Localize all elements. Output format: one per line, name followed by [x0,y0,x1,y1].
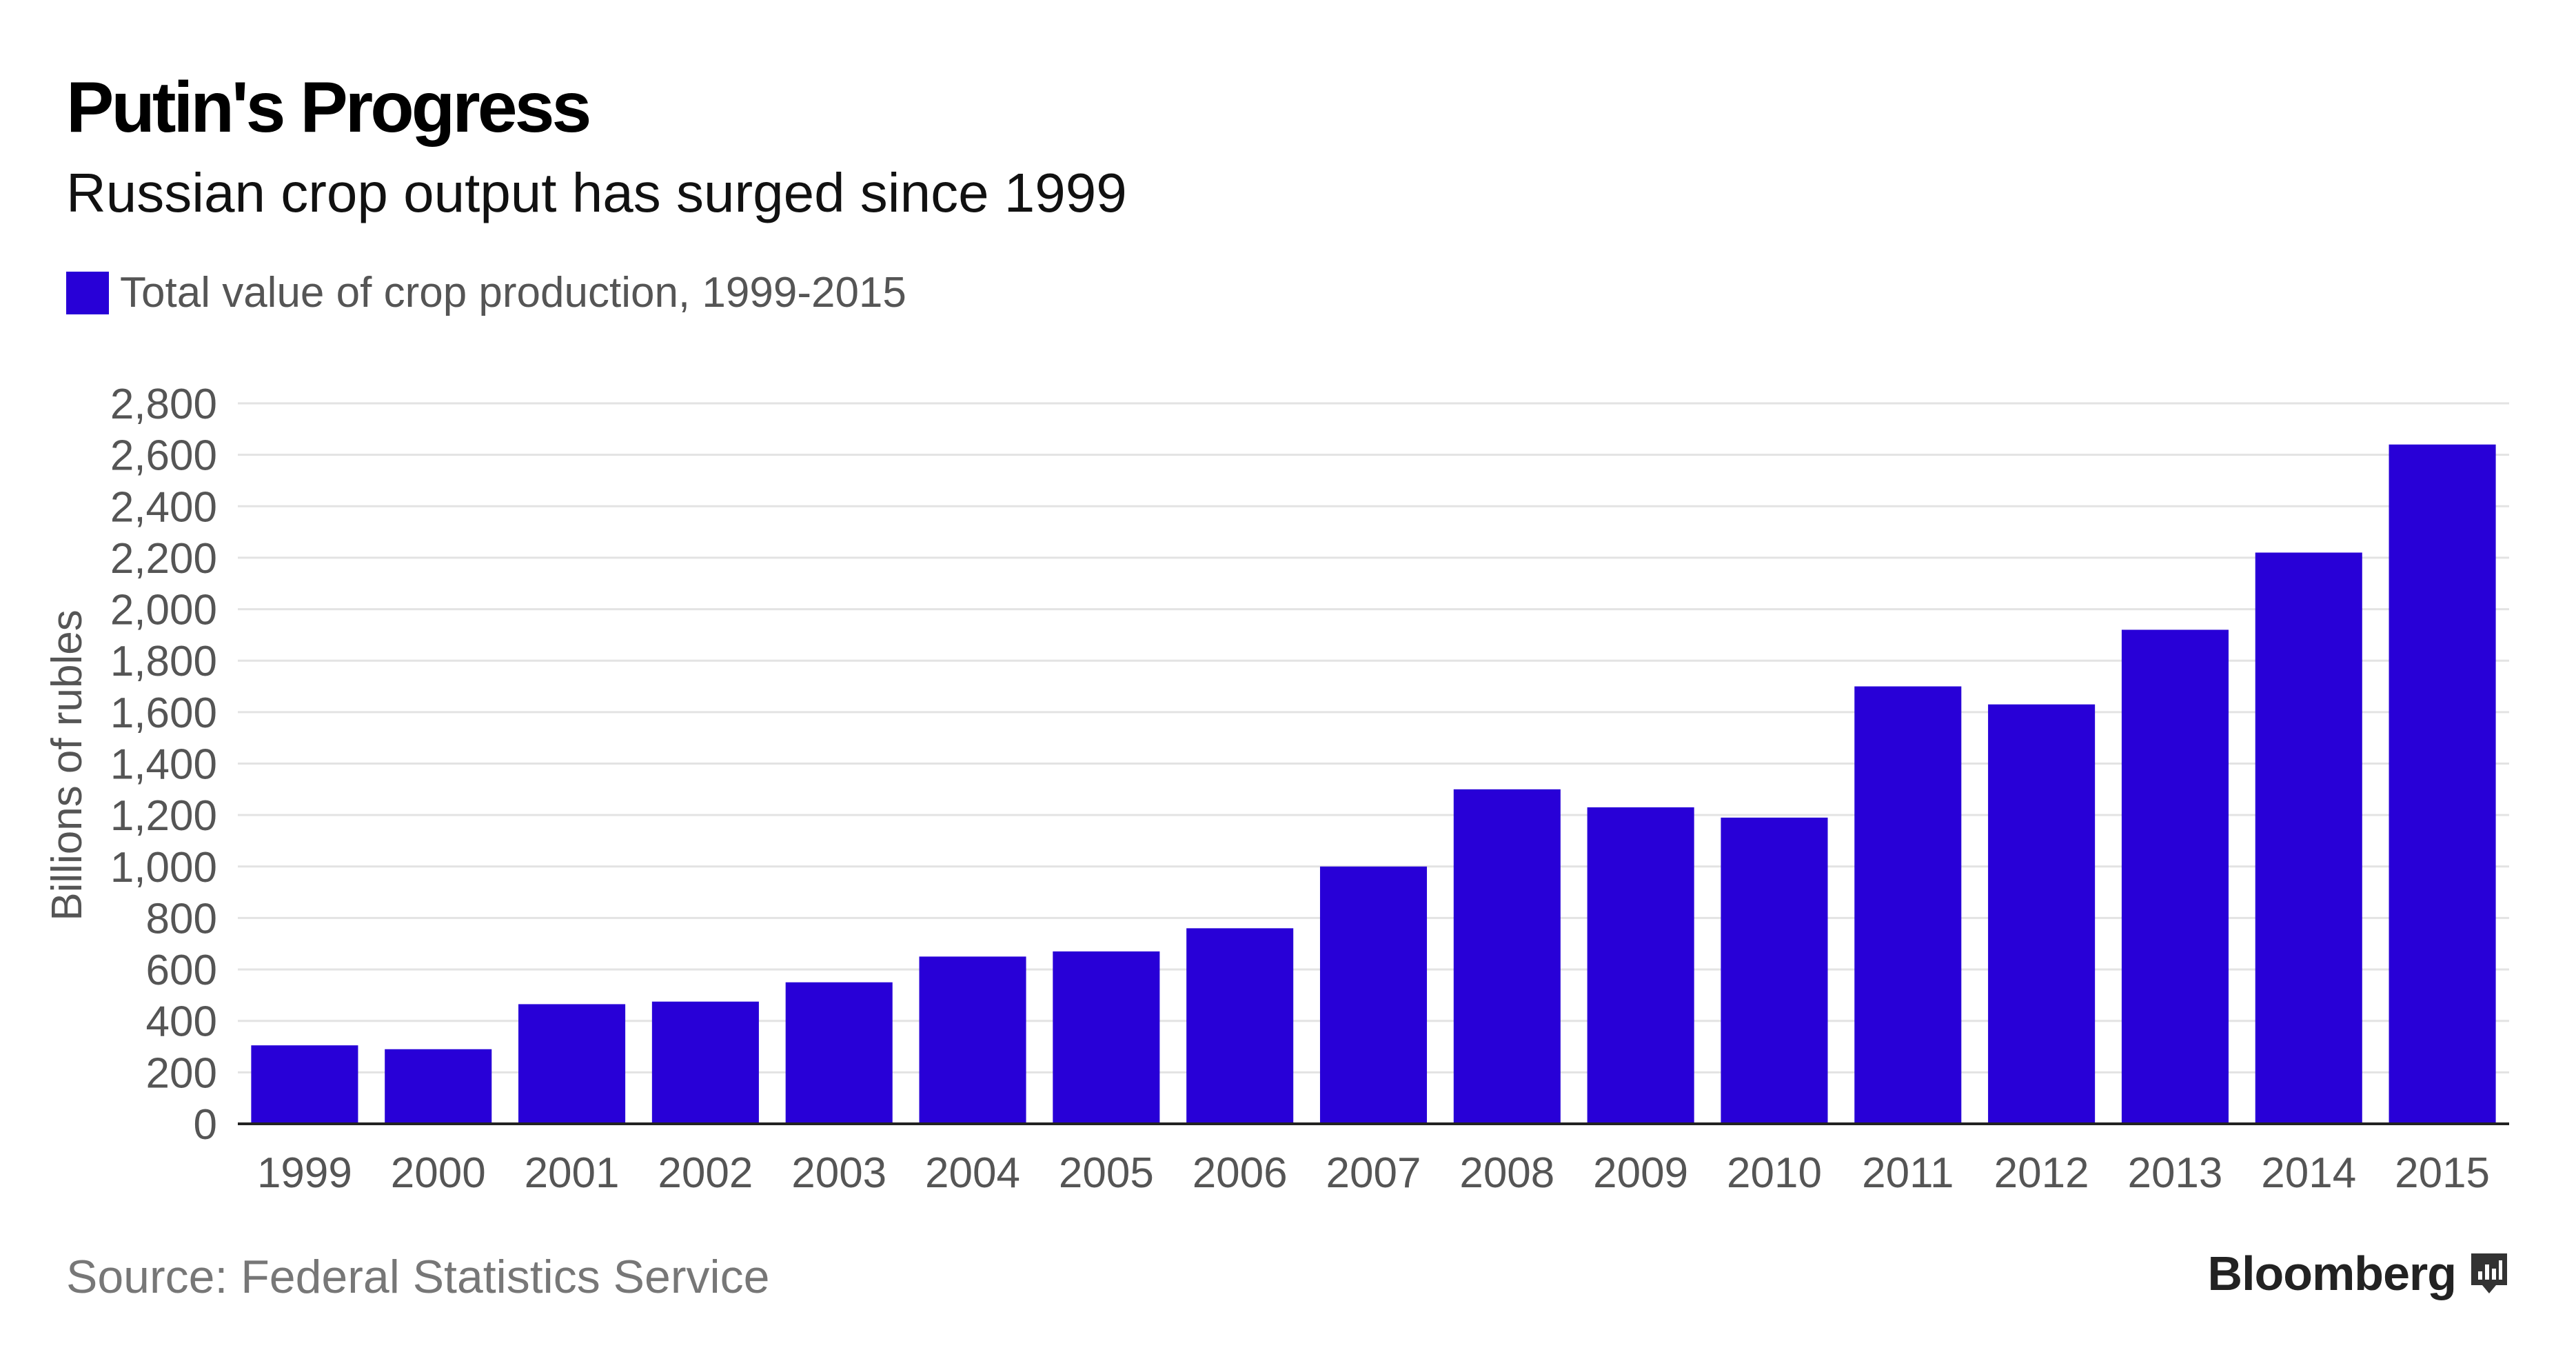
y-tick-label: 0 [194,1101,217,1149]
y-tick-label: 1,400 [110,741,217,789]
x-tick-label: 2013 [2127,1149,2222,1197]
brand: Bloomberg [2208,1249,2510,1298]
y-tick-label: 2,200 [110,535,217,583]
x-tick-label: 2004 [925,1149,1020,1197]
bar-2000 [385,1049,492,1124]
bar-2004 [919,956,1026,1124]
y-tick-label: 600 [146,947,217,994]
x-tick-label: 2015 [2395,1149,2490,1197]
y-tick-label: 1,000 [110,844,217,891]
bar-2011 [1854,686,1962,1124]
x-tick-label: 2005 [1059,1149,1154,1197]
y-tick-label: 1,800 [110,638,217,685]
chart-subtitle: Russian crop output has surged since 199… [66,162,1127,223]
legend: Total value of crop production, 1999-201… [66,269,906,317]
y-tick-label: 1,600 [110,689,217,737]
x-tick-label: 1999 [257,1149,352,1197]
bar-2007 [1319,866,1428,1124]
x-tick-label: 2012 [1994,1149,2089,1197]
x-tick-label: 2014 [2261,1149,2356,1197]
brand-name: Bloomberg [2207,1247,2457,1300]
bar-2005 [1053,951,1160,1124]
x-tick-label: 2003 [791,1149,886,1197]
bar-2003 [785,982,893,1124]
bar-2008 [1453,789,1561,1124]
bar-2006 [1186,928,1294,1124]
x-tick-label: 2002 [658,1149,753,1197]
bar-2014 [2255,552,2362,1124]
bar-2001 [518,1004,626,1124]
x-tick-label: 2011 [1862,1149,1954,1197]
x-tick-label: 2006 [1193,1149,1288,1197]
x-tick-label: 2009 [1593,1149,1688,1197]
bar-2009 [1587,807,1694,1124]
bar-2012 [1988,704,2096,1124]
x-tick-label: 2007 [1326,1149,1421,1197]
bar-2010 [1721,817,1828,1124]
y-tick-label: 2,800 [110,381,217,428]
y-tick-label: 400 [146,998,217,1046]
bloomberg-chart-icon [2471,1253,2507,1293]
y-tick-label: 800 [146,895,217,942]
x-tick-label: 2001 [525,1149,620,1197]
y-tick-label: 2,400 [110,483,217,531]
y-tick-label: 200 [146,1049,217,1097]
source-note: Source: Federal Statistics Service [66,1251,770,1303]
chart-title: Putin's Progress [66,68,591,148]
x-tick-label: 2008 [1459,1149,1554,1197]
legend-swatch [66,272,109,314]
y-tick-label: 2,600 [110,432,217,480]
y-axis-label: Billions of rubles [43,609,91,920]
x-tick-label: 2010 [1727,1149,1822,1197]
bar-2013 [2121,629,2229,1124]
bar-1999 [251,1045,358,1124]
x-tick-label: 2000 [391,1149,486,1197]
bar-2015 [2389,444,2496,1124]
legend-label: Total value of crop production, 1999-201… [120,269,906,316]
y-tick-label: 2,000 [110,587,217,634]
bar-2002 [651,1001,759,1124]
y-tick-label: 1,200 [110,792,217,840]
